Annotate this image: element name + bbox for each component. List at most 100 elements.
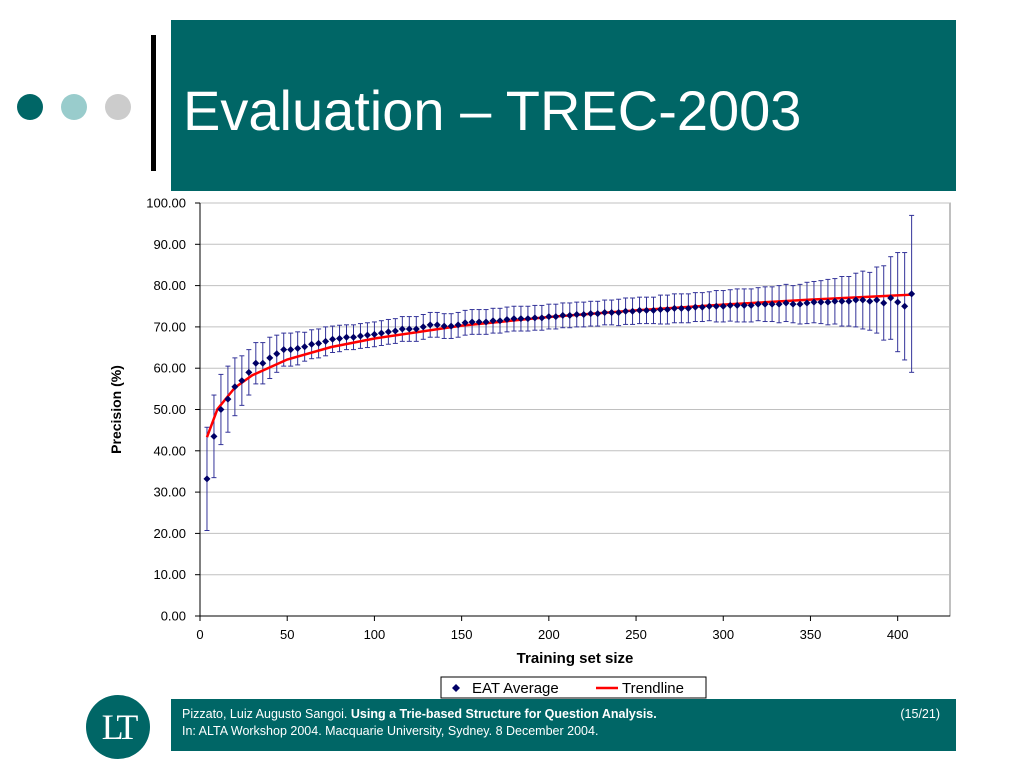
data-point xyxy=(315,339,323,347)
data-point xyxy=(908,290,916,298)
data-point xyxy=(608,308,616,316)
data-point xyxy=(691,303,699,311)
data-point xyxy=(524,315,532,323)
data-point xyxy=(587,310,595,318)
x-tick-label: 0 xyxy=(196,627,203,642)
data-point xyxy=(266,354,274,362)
data-point xyxy=(203,475,211,483)
data-point xyxy=(336,334,344,342)
data-point xyxy=(447,322,455,330)
data-point xyxy=(712,302,720,310)
data-point xyxy=(782,299,790,307)
data-point xyxy=(538,314,546,322)
footer-venue: In: ALTA Workshop 2004. Macquarie Univer… xyxy=(182,724,599,738)
data-point xyxy=(894,298,902,306)
data-point xyxy=(824,298,832,306)
data-point xyxy=(273,350,281,358)
data-point xyxy=(301,343,309,351)
y-tick-label: 0.00 xyxy=(161,609,186,624)
data-point xyxy=(224,395,232,403)
data-point xyxy=(419,323,427,331)
y-tick-label: 50.00 xyxy=(153,402,186,417)
data-point xyxy=(754,300,762,308)
data-point xyxy=(329,335,337,343)
data-point xyxy=(370,330,378,338)
data-point xyxy=(531,314,539,322)
data-point xyxy=(831,297,839,305)
y-axis-label: Precision (%) xyxy=(108,365,124,454)
data-point xyxy=(859,296,867,304)
data-point xyxy=(852,296,860,304)
data-point xyxy=(566,311,574,319)
data-point xyxy=(489,317,497,325)
title-divider xyxy=(151,35,156,171)
data-point xyxy=(880,299,888,307)
data-point xyxy=(789,300,797,308)
data-point xyxy=(398,325,406,333)
data-point xyxy=(643,306,651,314)
data-point xyxy=(573,311,581,319)
data-point xyxy=(622,307,630,315)
data-point xyxy=(768,300,776,308)
data-point xyxy=(740,301,748,309)
data-point xyxy=(817,298,825,306)
slide-title: Evaluation – TREC-2003 xyxy=(183,79,802,142)
data-point xyxy=(649,306,657,314)
data-point xyxy=(433,321,441,329)
data-point xyxy=(468,318,476,326)
y-tick-label: 60.00 xyxy=(153,361,186,376)
footer-paper-title: Using a Trie-based Structure for Questio… xyxy=(350,707,657,721)
data-point xyxy=(231,383,239,391)
data-point xyxy=(259,359,267,367)
data-point xyxy=(377,329,385,337)
x-tick-label: 300 xyxy=(712,627,734,642)
legend-box xyxy=(440,676,707,699)
data-point xyxy=(426,321,434,329)
data-point xyxy=(747,301,755,309)
data-point xyxy=(796,300,804,308)
data-point xyxy=(405,325,413,333)
data-point xyxy=(705,302,713,310)
precision-chart: 0.00 10.00 20.00 30.00 40.00 50.00 60.00 70.00 8… xyxy=(108,196,951,699)
data-point xyxy=(545,313,553,321)
data-point xyxy=(294,344,302,352)
decor-dot-light xyxy=(61,94,87,120)
data-point xyxy=(866,297,874,305)
data-point xyxy=(803,299,811,307)
data-point xyxy=(412,325,420,333)
data-point xyxy=(349,333,357,341)
data-point xyxy=(615,308,623,316)
data-point xyxy=(810,298,818,306)
data-point xyxy=(698,303,706,311)
data-point xyxy=(343,333,351,341)
data-point xyxy=(356,332,364,340)
data-point xyxy=(503,315,511,323)
data-point xyxy=(308,340,316,348)
legend-marker-eat xyxy=(452,684,460,692)
data-point xyxy=(901,302,909,310)
data-point xyxy=(845,297,853,305)
data-point xyxy=(482,318,490,326)
data-point xyxy=(391,327,399,335)
lt-logo: LT xyxy=(86,695,150,759)
logo-text: LT xyxy=(101,707,139,747)
data-point xyxy=(684,304,692,312)
decor-dot-dark xyxy=(17,94,43,120)
decor-dot-grey xyxy=(105,94,131,120)
data-point xyxy=(677,304,685,312)
legend-label-trend: Trendline xyxy=(622,680,684,697)
data-point xyxy=(363,331,371,339)
data-point xyxy=(636,306,644,314)
footer-citation: Pizzato, Luiz Augusto Sangoi. Using a Tr… xyxy=(182,707,657,721)
x-tick-label: 400 xyxy=(887,627,909,642)
x-tick-label: 150 xyxy=(451,627,473,642)
data-point xyxy=(656,306,664,314)
y-tick-label: 40.00 xyxy=(153,443,186,458)
data-point xyxy=(245,368,253,376)
y-tick-label: 90.00 xyxy=(153,237,186,252)
footer-bar: Pizzato, Luiz Augusto Sangoi. Using a Tr… xyxy=(171,699,956,751)
data-point xyxy=(775,300,783,308)
data-point xyxy=(496,317,504,325)
data-point xyxy=(726,301,734,309)
data-point xyxy=(719,302,727,310)
